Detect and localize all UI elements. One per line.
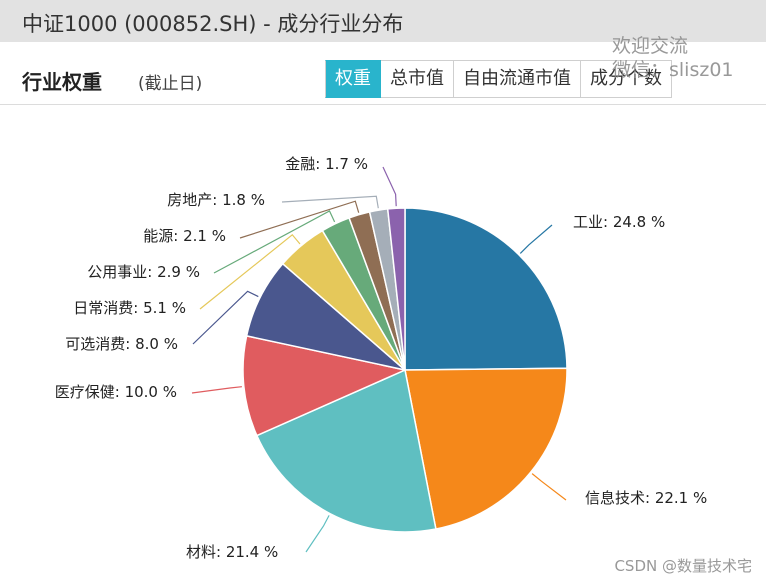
- slice-label-6: 日常消费: 5.1 %: [73, 299, 186, 317]
- leader-line-3: [305, 515, 330, 553]
- leader-line-4: [191, 386, 242, 394]
- metric-tabs: 权重 总市值 自由流通市值 成分个数: [325, 60, 672, 98]
- slice-label-5: 可选消费: 8.0 %: [65, 335, 178, 353]
- leader-line-10: [382, 166, 397, 207]
- pie-slice-10[interactable]: [386, 207, 406, 371]
- leader-line-6: [199, 233, 301, 310]
- tab-weight[interactable]: 权重: [325, 60, 381, 98]
- slice-label-4: 医疗保健: 10.0 %: [55, 383, 177, 401]
- watermark-line2: 微信：slisz01: [612, 59, 734, 81]
- slice-label-2: 信息技术: 22.1 %: [585, 489, 707, 507]
- pie-slice-3[interactable]: [255, 368, 437, 533]
- pie-slice-2[interactable]: [404, 367, 568, 530]
- leader-line-1: [519, 224, 553, 254]
- section-title: 行业权重: [22, 70, 102, 94]
- slice-label-8: 能源: 2.1 %: [143, 227, 226, 245]
- leader-line-9: [281, 195, 379, 209]
- slice-label-10: 金融: 1.7 %: [285, 155, 368, 173]
- slice-label-9: 房地产: 1.8 %: [167, 191, 265, 209]
- leader-line-5: [192, 290, 259, 345]
- slice-label-1: 工业: 24.8 %: [573, 213, 665, 231]
- title-bar: 中证1000 (000852.SH) - 成分行业分布: [0, 0, 766, 42]
- leader-line-2: [531, 473, 567, 501]
- page-title: 中证1000 (000852.SH) - 成分行业分布: [22, 12, 404, 36]
- tab-total-market-cap[interactable]: 总市值: [381, 60, 454, 98]
- slice-label-3: 材料: 21.4 %: [186, 543, 278, 561]
- watermark-line1: 欢迎交流: [612, 35, 689, 57]
- date-label: (截止日): [138, 74, 203, 94]
- tab-free-float-market-cap[interactable]: 自由流通市值: [454, 60, 581, 98]
- tab-constituent-count[interactable]: 成分个数: [581, 60, 672, 98]
- slice-label-7: 公用事业: 2.9 %: [87, 263, 200, 281]
- leader-line-7: [213, 210, 336, 274]
- divider: [0, 104, 766, 105]
- footer-credit: CSDN @数量技术宅: [614, 557, 752, 575]
- pie-slice-4[interactable]: [242, 334, 408, 437]
- pie-slice-1[interactable]: [404, 207, 568, 371]
- leader-line-8: [239, 200, 360, 239]
- watermark: 欢迎交流 微信：slisz01: [612, 34, 734, 82]
